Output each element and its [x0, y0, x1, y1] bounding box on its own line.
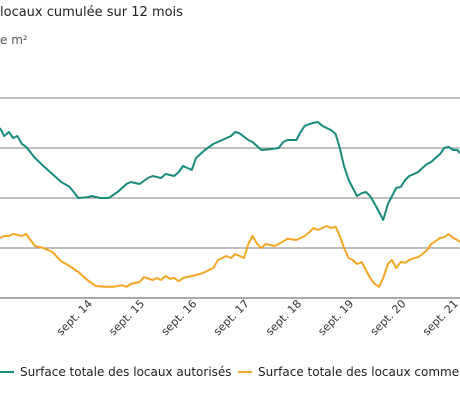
legend-label-authorized: Surface totale des locaux autorisés	[20, 365, 232, 379]
x-tick-label: sept. 14	[54, 297, 95, 338]
legend-item-authorized: Surface totale des locaux autorisés	[0, 365, 232, 379]
y-axis-unit: e m²	[0, 33, 28, 47]
series-lines	[0, 121, 460, 288]
x-tick-label: sept. 17	[211, 297, 252, 338]
gridlines	[0, 97, 460, 299]
series-line-authorized	[0, 121, 460, 221]
x-tick-label: sept. 18	[263, 297, 304, 338]
legend-item-started: Surface totale des locaux commencé	[238, 365, 460, 379]
chart-title: locaux cumulée sur 12 mois	[0, 5, 183, 20]
legend-swatch-authorized	[0, 371, 14, 373]
legend-label-started: Surface totale des locaux commencé	[258, 365, 460, 379]
legend-swatch-started	[238, 371, 252, 373]
x-tick-label: sept. 16	[159, 297, 200, 338]
x-tick-label: sept. 21	[420, 297, 460, 338]
series-line-started	[0, 225, 460, 288]
line-chart: sept. 14 sept. 15 sept. 16 sept. 17 sept. 18…	[0, 97, 460, 338]
legend: Surface totale des locaux autorisés Surf…	[0, 365, 460, 385]
x-tick-label: sept. 20	[368, 297, 409, 338]
x-axis-tick-labels: sept. 14 sept. 15 sept. 16 sept. 17 sept. 18…	[54, 297, 460, 338]
x-tick-label: sept. 15	[106, 297, 147, 338]
x-tick-label: sept. 19	[315, 297, 356, 338]
